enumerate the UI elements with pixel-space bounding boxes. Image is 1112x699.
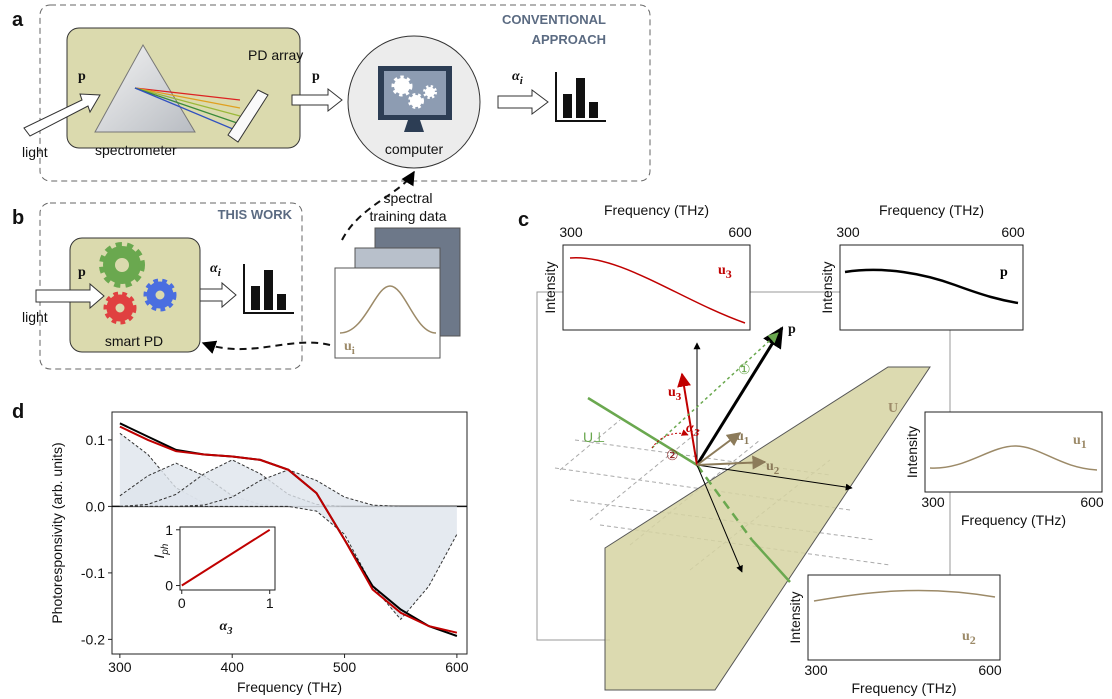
subscript: i — [520, 75, 524, 87]
x-tick-label: 600 — [1080, 494, 1104, 510]
subscript: 3 — [226, 626, 232, 637]
y-axis-label: Intensity — [904, 426, 920, 478]
x-tick-label: 300 — [108, 659, 132, 675]
symbol: u — [736, 429, 744, 444]
symbol: u — [962, 629, 970, 644]
y-tick-label: -0.1 — [81, 565, 105, 581]
x-tick-label: 600 — [445, 659, 469, 675]
symbol: u — [1073, 433, 1081, 448]
x-axis-label: Frequency (THz) — [879, 202, 984, 218]
x-tick-label: 300 — [836, 224, 860, 240]
complement-label: U⊥ — [583, 429, 605, 445]
output-label: p — [312, 69, 320, 84]
subscript: 3 — [726, 267, 732, 281]
step-label: ① — [738, 361, 751, 377]
computer-label: computer — [385, 141, 444, 157]
y-tick-label: 0 — [165, 578, 173, 594]
input-label: p — [78, 265, 86, 280]
gear — [394, 78, 410, 94]
coefficient-label: αi — [210, 261, 222, 279]
input-label: p — [78, 69, 86, 84]
y-axis-label: Intensity — [542, 261, 558, 313]
x-tick-label: 600 — [728, 224, 752, 240]
inset-frame — [840, 245, 1023, 330]
symbol: p — [1000, 265, 1008, 280]
panel-b: b THIS WORK p light smart PD αi ui spect… — [12, 172, 460, 369]
vector-label: p — [788, 322, 796, 337]
angle-label: α3 — [686, 421, 700, 439]
subscript: i — [218, 267, 222, 279]
inset-frame — [808, 575, 1000, 660]
light-label: light — [22, 309, 48, 325]
arrow — [200, 283, 236, 307]
pd-array-label: PD array — [248, 47, 303, 63]
subscript: 1 — [1081, 437, 1087, 451]
x-axis-label: Frequency (THz) — [604, 202, 709, 218]
figure: a CONVENTIONAL APPROACH p light PD array… — [0, 0, 1112, 699]
subscript: 3 — [693, 427, 700, 439]
x-tick-label: 600 — [1001, 224, 1025, 240]
y-tick-label: 0.1 — [86, 432, 106, 448]
coefficient-label: αi — [512, 69, 524, 87]
x-axis-label: Frequency (THz) — [237, 679, 342, 695]
x-tick-label: 1 — [266, 595, 274, 611]
panel-label: a — [12, 9, 24, 31]
y-axis-label: Intensity — [819, 261, 835, 313]
heading: THIS WORK — [218, 207, 293, 222]
step-label: ② — [666, 447, 679, 463]
subscript: 2 — [970, 633, 976, 647]
symbol: u — [668, 385, 676, 400]
symbol: p — [788, 322, 796, 337]
gear — [410, 95, 422, 107]
heading: CONVENTIONAL — [502, 12, 606, 27]
bar-icon — [244, 264, 294, 313]
symbol: u — [344, 339, 352, 354]
panel-label: d — [12, 401, 24, 423]
arrow — [498, 90, 548, 114]
subscript: 1 — [744, 435, 750, 447]
x-tick-label: 500 — [333, 659, 357, 675]
panel-label: b — [12, 207, 24, 229]
light-label: light — [22, 144, 48, 160]
subscript: i — [352, 345, 355, 357]
y-axis-label: Intensity — [787, 591, 803, 643]
panel-a: a CONVENTIONAL APPROACH p light PD array… — [12, 5, 650, 181]
x-tick-label: 0 — [178, 595, 186, 611]
plane-label: U — [888, 401, 898, 416]
dashed-arrow — [203, 343, 330, 350]
training-label: spectral — [383, 190, 432, 206]
y-tick-label: -0.2 — [81, 631, 105, 647]
heading: APPROACH — [532, 32, 606, 47]
y-axis-label: Photoresponsivity (arb. units) — [49, 442, 65, 623]
inset-frame — [563, 245, 750, 330]
symbol: u — [718, 263, 726, 278]
vector-u1 — [697, 433, 740, 465]
subscript: 2 — [774, 465, 780, 477]
x-tick-label: 300 — [921, 494, 945, 510]
vector-label: u1 — [736, 429, 749, 447]
panel-label: c — [518, 209, 529, 231]
x-axis-label: Frequency (THz) — [961, 512, 1066, 528]
inset-frame — [925, 412, 1102, 492]
x-tick-label: 300 — [559, 224, 583, 240]
device-label: smart PD — [105, 333, 163, 349]
curve-label: p — [1000, 265, 1008, 280]
x-axis-label: Frequency (THz) — [851, 680, 956, 696]
gear — [425, 87, 435, 97]
bar-icon — [556, 72, 606, 121]
x-tick-label: 600 — [978, 662, 1002, 678]
subscript: 3 — [676, 391, 682, 403]
vector-label: u3 — [668, 385, 682, 403]
training-label: training data — [369, 208, 446, 224]
y-tick-label: 0.0 — [86, 498, 106, 514]
subscript: ph — [160, 544, 171, 556]
spectrometer-label: spectrometer — [95, 142, 177, 158]
x-tick-label: 300 — [804, 662, 828, 678]
symbol: u — [766, 459, 774, 474]
y-tick-label: 1 — [165, 522, 173, 538]
x-tick-label: 400 — [221, 659, 245, 675]
